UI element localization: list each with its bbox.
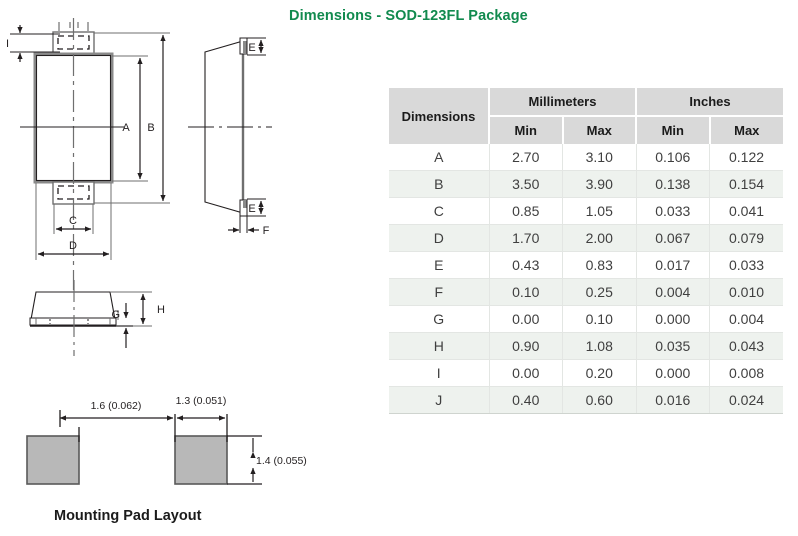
top-view (10, 18, 170, 290)
header-inches: Inches (636, 88, 784, 117)
row-in-max: 0.043 (709, 332, 784, 360)
table-header-row-1: Dimensions Millimeters Inches (389, 88, 784, 144)
row-in-min: 0.000 (636, 305, 711, 333)
pad-height-label: 1.4 (0.055) (256, 455, 307, 467)
row-mm-min: 0.00 (489, 359, 563, 387)
row-mm-max: 3.10 (562, 144, 637, 171)
row-in-min: 0.106 (636, 144, 711, 171)
row-in-max: 0.033 (709, 251, 784, 279)
row-dimension: J (389, 386, 490, 414)
dim-label-h: H (157, 304, 165, 316)
table-row: H 0.90 1.08 0.035 0.043 (389, 332, 784, 360)
table-header-row-2: Min Max Min Max (389, 116, 784, 144)
table-row: J 0.40 0.60 0.016 0.024 (389, 386, 784, 414)
row-in-max: 0.079 (709, 224, 784, 252)
dim-label-f: F (263, 225, 270, 237)
row-in-max: 0.154 (709, 170, 784, 198)
package-drawing: I A B C D E E F G H 1.6 (0.062) 1.3 (0.0… (6, 18, 307, 485)
table-row: A 2.70 3.10 0.106 0.122 (389, 144, 784, 171)
row-dimension: A (389, 144, 490, 171)
row-mm-min: 0.40 (489, 386, 563, 414)
header-in-min: Min (636, 116, 711, 144)
row-mm-max: 0.25 (562, 278, 637, 306)
dim-label-g: G (111, 309, 120, 321)
table-row: C 0.85 1.05 0.033 0.041 (389, 197, 784, 225)
header-millimeters: Millimeters (489, 88, 638, 117)
row-in-max: 0.041 (709, 197, 784, 225)
row-dimension: H (389, 332, 490, 360)
row-in-min: 0.033 (636, 197, 711, 225)
row-mm-max: 3.90 (562, 170, 637, 198)
header-in-max: Max (709, 116, 784, 144)
table-row: E 0.43 0.83 0.017 0.033 (389, 251, 784, 279)
row-mm-min: 0.43 (489, 251, 563, 279)
dimensions-table: Dimensions Millimeters Inches Min Max Mi… (389, 88, 784, 414)
row-mm-min: 2.70 (489, 144, 563, 171)
dimensions-table-body: A 2.70 3.10 0.106 0.122 B 3.50 3.90 0.138 0.154 C 0… (389, 144, 784, 414)
mounting-pad-view (26, 410, 262, 485)
row-dimension: I (389, 359, 490, 387)
table-row: I 0.00 0.20 0.000 0.008 (389, 359, 784, 387)
pad-width-label: 1.3 (0.051) (176, 395, 227, 407)
row-in-min: 0.035 (636, 332, 711, 360)
section-view (29, 280, 152, 356)
row-mm-max: 0.60 (562, 386, 637, 414)
dim-label-c: C (69, 215, 77, 227)
header-mm-max: Max (562, 116, 638, 144)
row-mm-min: 0.00 (489, 305, 563, 333)
row-dimension: G (389, 305, 490, 333)
row-mm-min: 1.70 (489, 224, 563, 252)
page-title: Dimensions - SOD-123FL Package (289, 8, 528, 24)
row-mm-min: 3.50 (489, 170, 563, 198)
row-mm-max: 1.08 (562, 332, 637, 360)
row-mm-min: 0.85 (489, 197, 563, 225)
row-in-min: 0.016 (636, 386, 711, 414)
header-mm-min: Min (489, 116, 564, 144)
row-in-min: 0.004 (636, 278, 711, 306)
side-view (188, 37, 272, 233)
row-in-max: 0.008 (709, 359, 784, 387)
row-dimension: F (389, 278, 490, 306)
row-mm-max: 0.10 (562, 305, 637, 333)
dim-label-e-bottom: E (248, 203, 255, 215)
row-in-min: 0.017 (636, 251, 711, 279)
dim-label-e-top: E (248, 42, 255, 54)
row-in-max: 0.004 (709, 305, 784, 333)
table-row: B 3.50 3.90 0.138 0.154 (389, 170, 784, 198)
row-mm-min: 0.10 (489, 278, 563, 306)
dim-label-i: I (6, 38, 9, 50)
mounting-pad-caption: Mounting Pad Layout (54, 508, 202, 524)
row-dimension: B (389, 170, 490, 198)
row-mm-max: 1.05 (562, 197, 637, 225)
row-mm-max: 2.00 (562, 224, 637, 252)
row-in-max: 0.010 (709, 278, 784, 306)
row-in-min: 0.000 (636, 359, 711, 387)
dim-label-b: B (147, 122, 154, 134)
row-dimension: C (389, 197, 490, 225)
row-dimension: D (389, 224, 490, 252)
table-row: F 0.10 0.25 0.004 0.010 (389, 278, 784, 306)
pad-pitch-label: 1.6 (0.062) (91, 400, 142, 412)
dim-label-d: D (69, 240, 77, 252)
row-in-min: 0.067 (636, 224, 711, 252)
row-mm-max: 0.83 (562, 251, 637, 279)
row-in-max: 0.122 (709, 144, 784, 171)
row-dimension: E (389, 251, 490, 279)
table-row: D 1.70 2.00 0.067 0.079 (389, 224, 784, 252)
row-in-min: 0.138 (636, 170, 711, 198)
row-in-max: 0.024 (709, 386, 784, 414)
row-mm-max: 0.20 (562, 359, 637, 387)
header-dimensions: Dimensions (389, 88, 490, 144)
dim-label-a: A (122, 122, 130, 134)
row-mm-min: 0.90 (489, 332, 563, 360)
table-row: G 0.00 0.10 0.000 0.004 (389, 305, 784, 333)
